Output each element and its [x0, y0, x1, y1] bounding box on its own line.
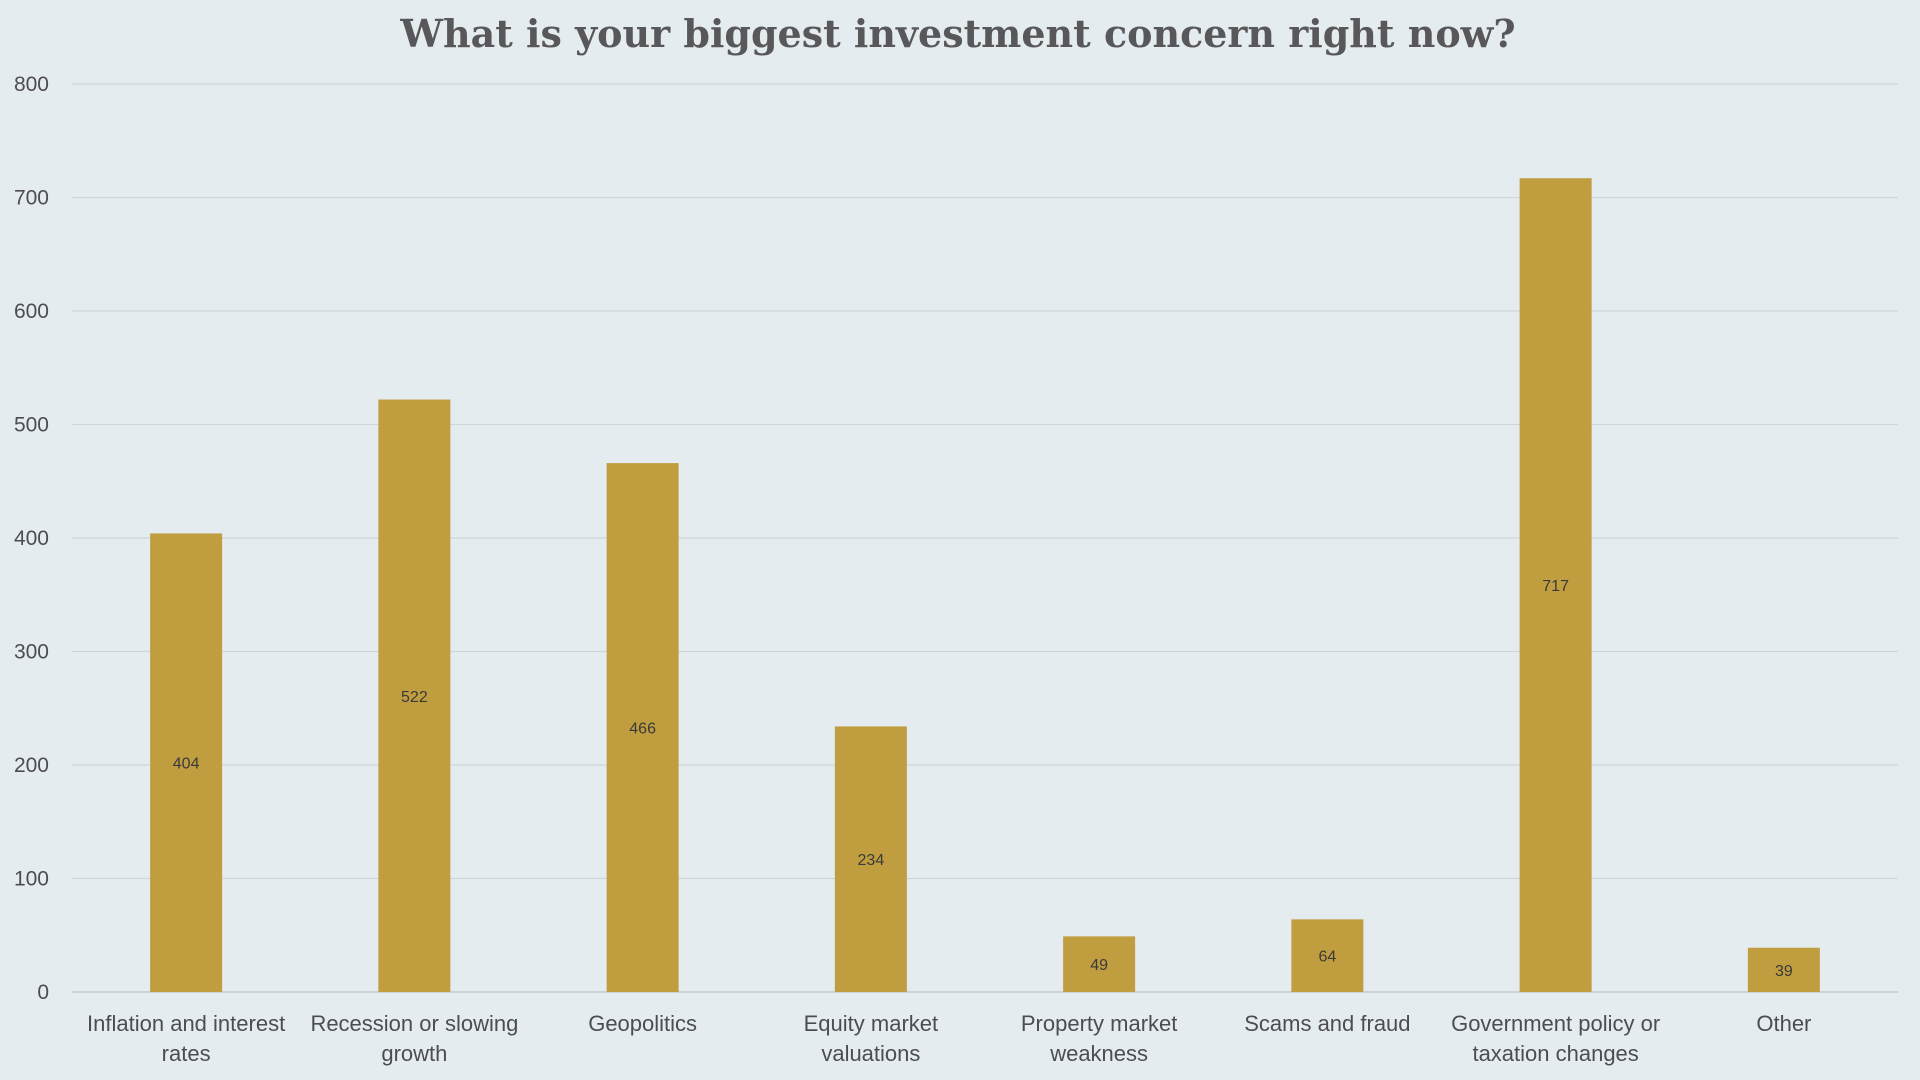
data-label: 234 — [858, 852, 885, 869]
y-tick-label: 0 — [37, 981, 49, 1004]
x-category-label: growth — [381, 1041, 447, 1066]
bar — [150, 533, 223, 992]
x-category-label: weakness — [1049, 1041, 1148, 1066]
data-label: 466 — [629, 721, 656, 738]
bar — [1291, 919, 1364, 992]
x-category-label: rates — [162, 1041, 211, 1066]
bar — [378, 399, 451, 992]
data-label: 522 — [401, 689, 428, 706]
x-category-label: Inflation and interest — [87, 1011, 285, 1036]
x-category-label: Equity market — [804, 1011, 939, 1036]
x-category-label: Geopolitics — [588, 1011, 697, 1036]
data-label: 49 — [1090, 957, 1108, 974]
bar — [1519, 178, 1592, 992]
data-label: 404 — [173, 756, 200, 773]
data-label: 39 — [1775, 963, 1793, 980]
y-axis-tick-labels: 0 100 200 300 400 500 600 700 800 — [14, 73, 49, 1004]
x-category-label: Other — [1756, 1011, 1811, 1036]
x-axis-category-labels: Inflation and interest rates Recession or … — [87, 1011, 1811, 1066]
bar — [834, 726, 907, 992]
bar — [606, 463, 679, 993]
x-category-label: Property market — [1021, 1011, 1178, 1036]
y-tick-label: 400 — [14, 527, 49, 550]
x-category-label: Government policy or — [1451, 1011, 1660, 1036]
chart-title: What is your biggest investment concern … — [399, 11, 1515, 56]
x-category-label: Scams and fraud — [1244, 1011, 1410, 1036]
x-category-label: taxation changes — [1472, 1041, 1638, 1066]
y-tick-label: 800 — [14, 73, 49, 96]
x-category-label: Recession or slowing — [310, 1011, 518, 1036]
bar — [1063, 936, 1136, 992]
gridlines — [72, 83, 1898, 993]
bars — [150, 178, 1820, 993]
bar — [1747, 947, 1820, 992]
y-tick-label: 700 — [14, 187, 49, 210]
data-label: 64 — [1318, 949, 1336, 966]
y-tick-label: 100 — [14, 868, 49, 891]
y-tick-label: 300 — [14, 641, 49, 664]
y-tick-label: 500 — [14, 414, 49, 437]
data-label: 717 — [1542, 578, 1569, 595]
data-labels: 404 522 466 234 49 64 717 39 — [173, 578, 1793, 980]
y-tick-label: 200 — [14, 754, 49, 777]
x-category-label: valuations — [821, 1041, 920, 1066]
y-tick-label: 600 — [14, 300, 49, 323]
